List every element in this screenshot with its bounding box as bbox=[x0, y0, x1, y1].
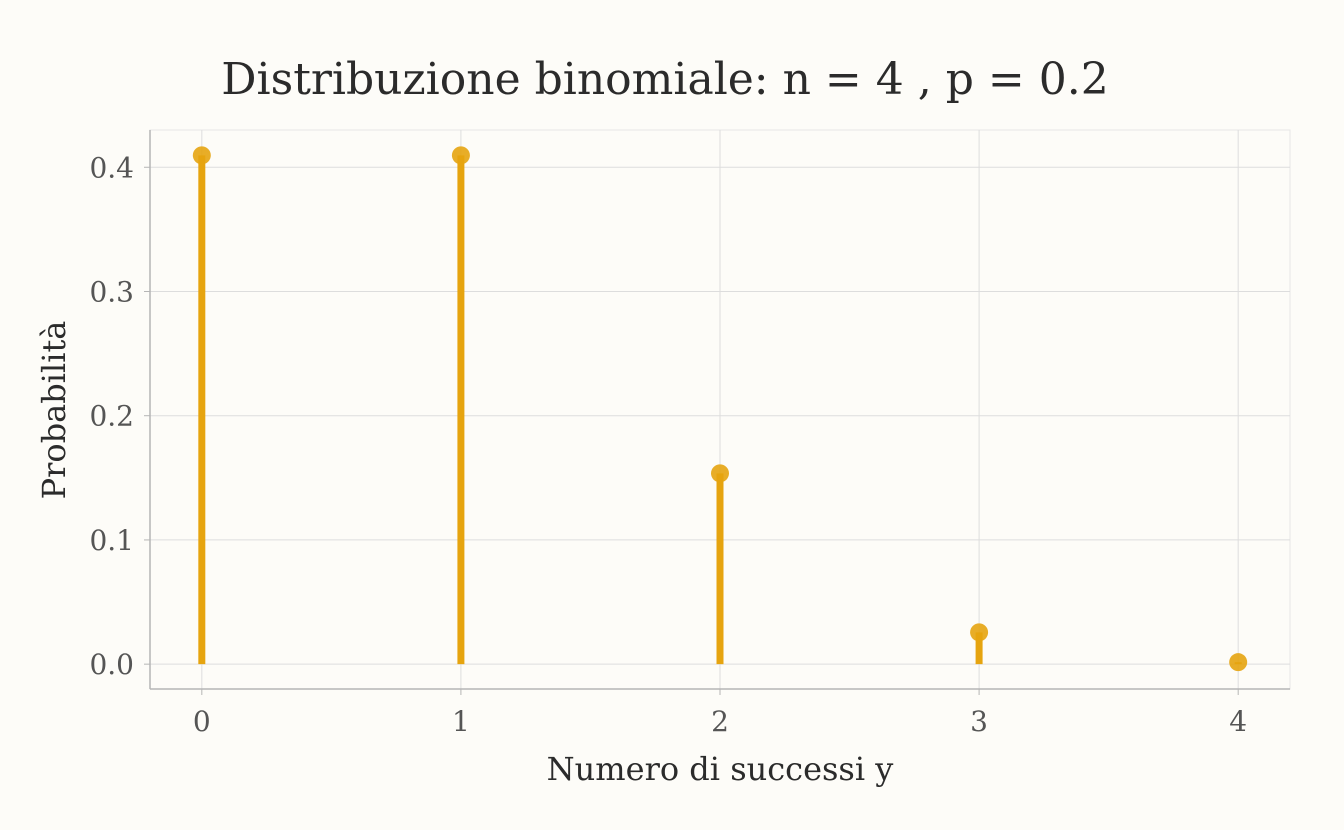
y-tick-label: 0.0 bbox=[89, 648, 134, 681]
axes bbox=[144, 130, 1290, 695]
tick-labels: 0.0 0.1 0.2 0.3 0.4 0 1 2 3 4 bbox=[89, 151, 1247, 738]
chart-title: Distribuzione binomiale: n = 4 , p = 0.2 bbox=[221, 54, 1108, 105]
x-tick-label: 4 bbox=[1229, 705, 1247, 738]
y-tick-label: 0.3 bbox=[89, 275, 134, 308]
x-tick-label: 0 bbox=[193, 705, 211, 738]
point-1 bbox=[451, 146, 470, 165]
x-tick-label: 3 bbox=[970, 705, 988, 738]
y-tick-label: 0.1 bbox=[89, 524, 134, 557]
data-marks bbox=[192, 146, 1248, 672]
y-tick-label: 0.2 bbox=[89, 400, 134, 433]
y-tick-label: 0.4 bbox=[89, 151, 134, 184]
x-tick-label: 1 bbox=[452, 705, 470, 738]
point-0 bbox=[192, 146, 211, 165]
x-tick-label: 2 bbox=[711, 705, 729, 738]
y-axis-label: Probabilità bbox=[35, 321, 73, 500]
point-4 bbox=[1229, 653, 1248, 672]
x-axis-label: Numero di successi y bbox=[547, 750, 894, 788]
point-3 bbox=[970, 623, 989, 642]
point-2 bbox=[711, 464, 729, 483]
